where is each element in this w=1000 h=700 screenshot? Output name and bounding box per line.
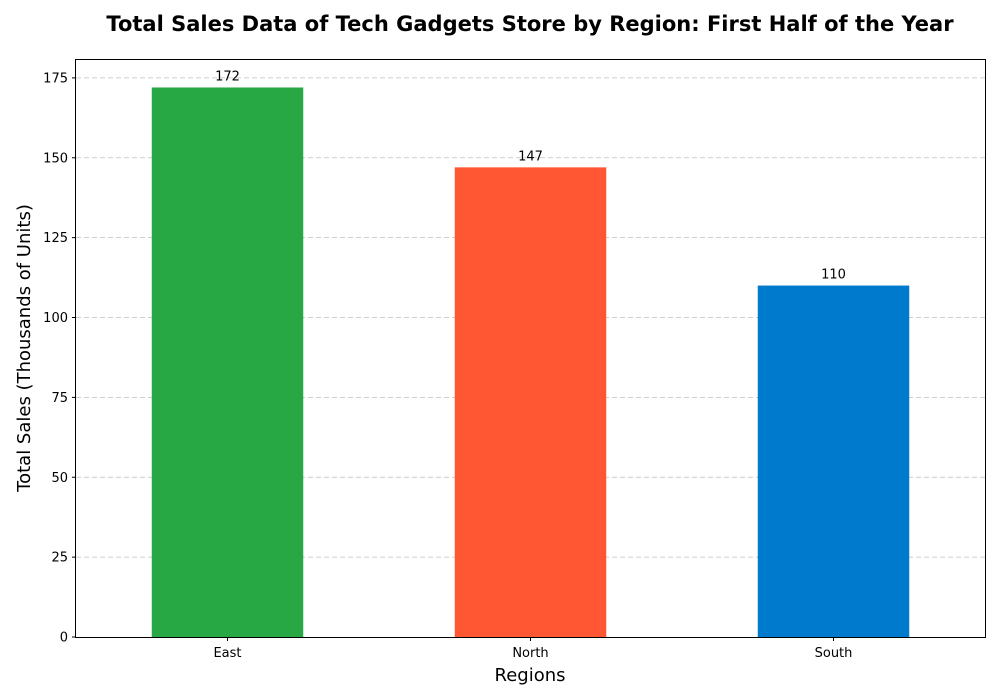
y-tick-label: 75 xyxy=(51,391,68,406)
y-axis-ticks: 0 25 50 75 100 125 150 175 xyxy=(43,71,76,646)
data-label: 172 xyxy=(215,69,240,84)
bar-south xyxy=(757,285,910,637)
bar-east xyxy=(151,87,304,637)
x-tick-label: East xyxy=(213,646,241,661)
data-label: 110 xyxy=(821,268,846,283)
bar-north xyxy=(454,167,607,638)
x-axis-ticks: East North South xyxy=(213,637,852,661)
y-tick-label: 100 xyxy=(43,311,68,326)
y-tick-label: 125 xyxy=(43,231,68,246)
x-tick-label: North xyxy=(512,646,548,661)
data-label: 147 xyxy=(518,149,543,164)
y-tick-label: 150 xyxy=(43,151,68,166)
y-tick-label: 175 xyxy=(43,71,68,86)
y-tick-label: 25 xyxy=(51,551,68,566)
x-axis-label: Regions xyxy=(495,665,566,686)
y-tick-label: 0 xyxy=(60,631,68,646)
chart-title: Total Sales Data of Tech Gadgets Store b… xyxy=(106,12,954,36)
y-tick-label: 50 xyxy=(51,471,68,486)
y-axis-label: Total Sales (Thousands of Units) xyxy=(14,204,35,493)
data-labels: 172 147 110 xyxy=(215,69,846,282)
x-tick-label: South xyxy=(815,646,853,661)
bars xyxy=(151,87,910,638)
